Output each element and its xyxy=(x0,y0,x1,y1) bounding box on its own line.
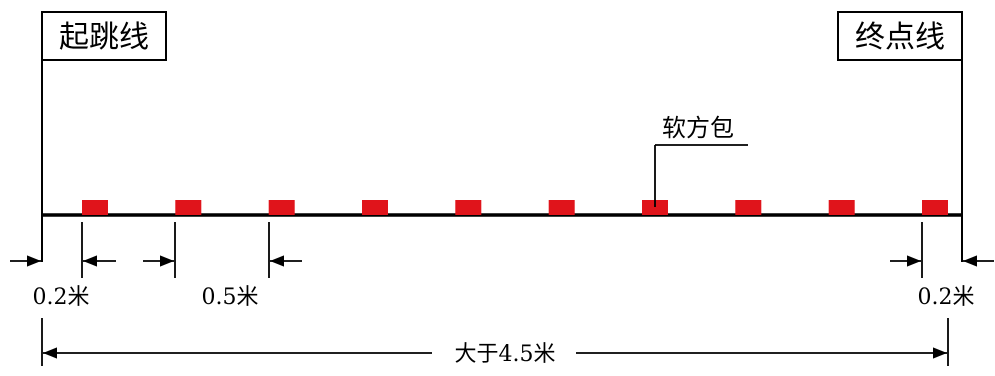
start-line-label: 起跳线 xyxy=(59,20,149,55)
spacing-label: 0.5米 xyxy=(202,285,259,310)
end-line-label: 终点线 xyxy=(855,20,945,55)
soft-bag-8 xyxy=(735,200,762,215)
end-line-group: 终点线 xyxy=(837,11,963,262)
start-line-group: 起跳线 xyxy=(41,11,167,262)
start-gap-label: 0.2米 xyxy=(33,285,90,310)
soft-bag-callout: 软方包 xyxy=(654,114,748,207)
extension-lines xyxy=(41,222,949,366)
soft-bag-1 xyxy=(82,200,108,215)
soft-bag-9 xyxy=(828,200,855,215)
soft-bag-7 xyxy=(642,200,668,215)
soft-bag-label: 软方包 xyxy=(662,114,734,142)
soft-bag-2 xyxy=(175,200,202,215)
soft-bags xyxy=(82,200,948,215)
soft-bag-4 xyxy=(362,200,388,215)
end-gap-label: 0.2米 xyxy=(918,285,975,310)
soft-bag-6 xyxy=(548,200,575,215)
soft-bag-5 xyxy=(455,200,482,215)
end-line-box xyxy=(837,11,963,61)
total-distance-label: 大于4.5米 xyxy=(455,342,556,367)
total-distance-dimension: 大于4.5米 xyxy=(43,342,947,367)
soft-bag-3 xyxy=(268,200,295,215)
soft-bag-10 xyxy=(922,200,948,215)
